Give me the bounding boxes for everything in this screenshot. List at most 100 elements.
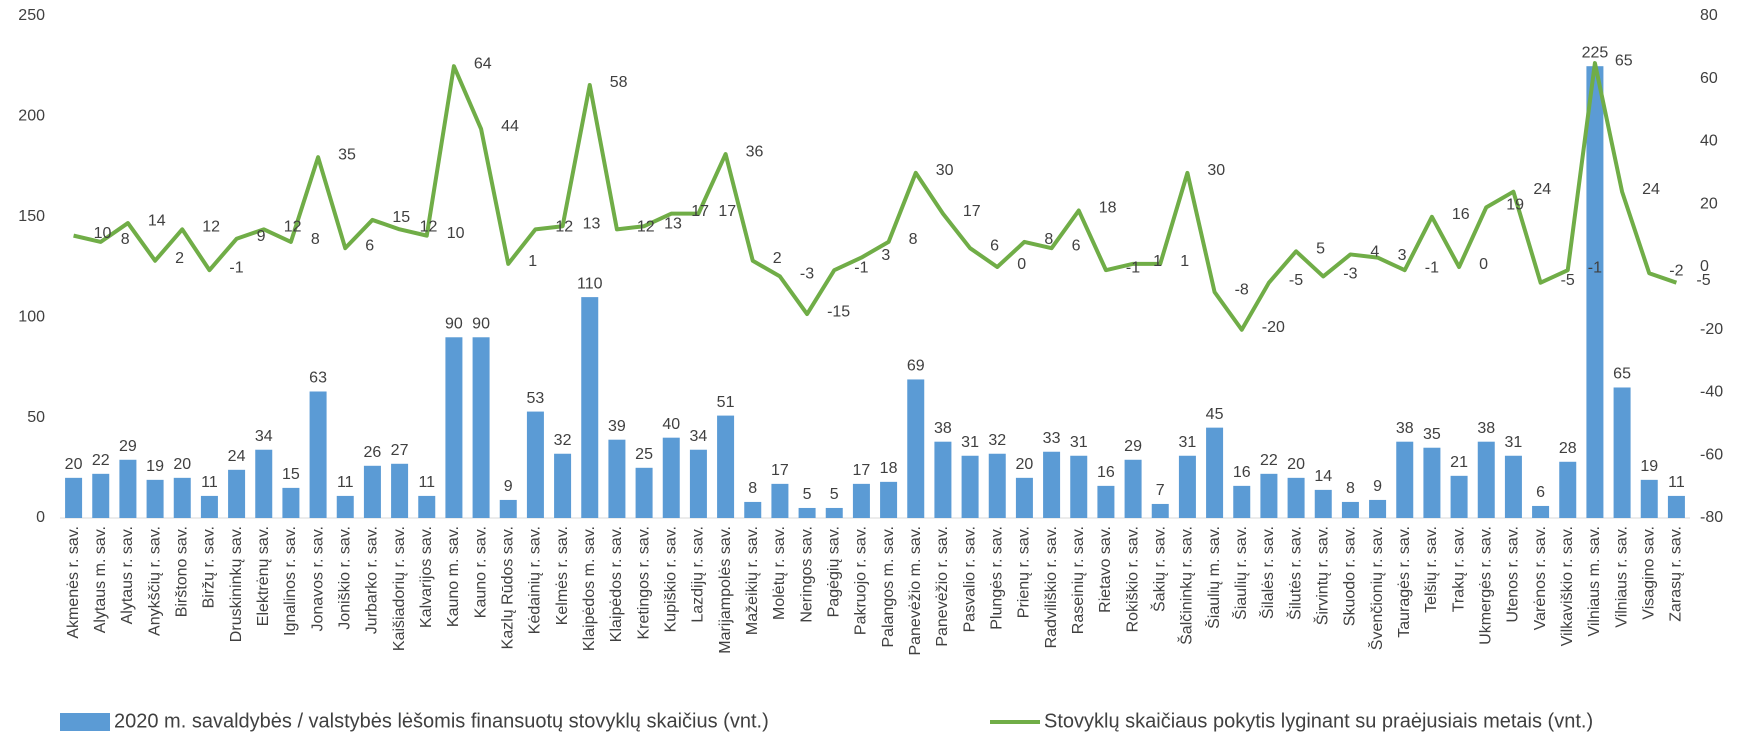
x-tick-label: Akmenės r. sav. xyxy=(65,526,82,639)
y-tick-label: 250 xyxy=(18,7,45,24)
y-tick-label: 200 xyxy=(18,108,45,125)
x-tick-label: Vilniaus m. sav. xyxy=(1586,526,1603,637)
x-tick-label: Kauno m. sav. xyxy=(445,526,462,627)
line-label: 58 xyxy=(610,74,628,91)
bar xyxy=(1043,451,1061,518)
line-label: 30 xyxy=(936,162,954,179)
y-tick-label: 100 xyxy=(18,308,45,325)
bar xyxy=(825,507,843,518)
bar-label: 63 xyxy=(309,370,327,387)
bar-label: 31 xyxy=(961,434,979,451)
x-tick-label: Šakių r. sav. xyxy=(1149,526,1168,612)
line-label: 12 xyxy=(284,219,302,236)
x-tick-label: Radviliškio r. sav. xyxy=(1043,526,1060,648)
bar xyxy=(1233,485,1251,518)
bar-label: 17 xyxy=(853,462,871,479)
x-tick-label: Elektrėnų sav. xyxy=(255,526,272,626)
bar xyxy=(689,449,707,518)
line-label: 17 xyxy=(963,203,981,220)
x-tick-label: Visagino sav. xyxy=(1640,526,1657,620)
bar-label: 20 xyxy=(173,456,191,473)
bar xyxy=(1477,441,1495,518)
bar-label: 32 xyxy=(554,432,572,449)
x-tick-label: Šilutės r. sav. xyxy=(1285,526,1304,620)
bar-label: 6 xyxy=(1536,484,1545,501)
x-tick-label: Mažeikių r. sav. xyxy=(744,526,761,635)
line-label: -5 xyxy=(1561,272,1575,289)
line-label: -1 xyxy=(1588,259,1602,276)
bar xyxy=(880,481,898,518)
bar xyxy=(499,499,517,518)
x-tick-label: Tauragės r. sav. xyxy=(1396,526,1413,638)
line-label: 10 xyxy=(447,225,465,242)
line-label: -5 xyxy=(1289,272,1303,289)
bar xyxy=(1559,461,1577,518)
x-tick-label: Panevėžio m. sav. xyxy=(907,526,924,656)
bar-label: 38 xyxy=(1477,420,1495,437)
line-label: 3 xyxy=(881,247,890,264)
x-tick-label: Neringos sav. xyxy=(798,526,815,623)
legend-swatch xyxy=(60,713,110,731)
bar xyxy=(1178,455,1196,518)
line-label: 1 xyxy=(528,253,537,270)
bar xyxy=(581,297,599,518)
bar xyxy=(472,337,490,518)
x-tick-label: Alytaus m. sav. xyxy=(92,526,109,633)
bar xyxy=(92,473,110,518)
y2-tick-label: 20 xyxy=(1700,195,1718,212)
y2-tick-label: 40 xyxy=(1700,133,1718,150)
bar-label: 65 xyxy=(1613,366,1631,383)
x-tick-label: Kretingos r. sav. xyxy=(635,526,652,640)
bar-label: 18 xyxy=(880,460,898,477)
bar xyxy=(119,459,137,518)
x-tick-label: Raseinių r. sav. xyxy=(1070,526,1087,634)
line-label: 18 xyxy=(1099,200,1117,217)
line-label: 0 xyxy=(1017,256,1026,273)
x-tick-label: Jurbarko r. sav. xyxy=(364,526,381,634)
x-tick-label: Alytaus r. sav. xyxy=(119,526,136,624)
bar xyxy=(255,449,273,518)
bar-label: 8 xyxy=(748,480,757,497)
line-label: 12 xyxy=(202,219,220,236)
bar-label: 31 xyxy=(1179,434,1197,451)
line-label: -15 xyxy=(827,303,850,320)
y2-tick-label: -20 xyxy=(1700,321,1723,338)
bar xyxy=(1532,505,1550,518)
bar-label: 7 xyxy=(1156,482,1165,499)
line-label: -1 xyxy=(229,259,243,276)
bar-label: 38 xyxy=(1396,420,1414,437)
line-label: 15 xyxy=(392,209,410,226)
bar-label: 35 xyxy=(1423,426,1441,443)
bar-label: 20 xyxy=(1287,456,1305,473)
bar-label: 16 xyxy=(1233,464,1251,481)
bar-label: 25 xyxy=(635,446,653,463)
bar xyxy=(1586,66,1604,518)
bar xyxy=(445,337,463,518)
x-tick-label: Klaipėdos r. sav. xyxy=(608,526,625,642)
bar xyxy=(554,453,572,518)
bar xyxy=(608,439,626,518)
bar xyxy=(418,495,436,518)
bar xyxy=(1640,479,1658,518)
bar-label: 21 xyxy=(1450,454,1468,471)
bar xyxy=(635,467,653,518)
bar-label: 45 xyxy=(1206,406,1224,423)
x-tick-label: Utenos r. sav. xyxy=(1505,526,1522,623)
x-tick-label: Kazlų Rūdos sav. xyxy=(499,526,516,649)
bar xyxy=(1070,455,1088,518)
x-tick-label: Pagėgių sav. xyxy=(825,526,842,617)
line-label: 9 xyxy=(257,228,266,245)
bar-label: 14 xyxy=(1314,468,1332,485)
x-tick-label: Telšių r. sav. xyxy=(1423,526,1440,613)
bar-label: 22 xyxy=(1260,452,1278,469)
line-label: 8 xyxy=(311,231,320,248)
line-label: -20 xyxy=(1262,319,1285,336)
line-label: 16 xyxy=(1452,206,1470,223)
x-tick-label: Šiaulių m. sav. xyxy=(1204,526,1223,629)
x-tick-label: Švenčionių r. sav. xyxy=(1367,526,1386,650)
bar-label: 40 xyxy=(662,416,680,433)
x-tick-label: Šilalės r. sav. xyxy=(1258,526,1277,619)
y-tick-label: 50 xyxy=(27,409,45,426)
line-label: 19 xyxy=(1506,197,1524,214)
